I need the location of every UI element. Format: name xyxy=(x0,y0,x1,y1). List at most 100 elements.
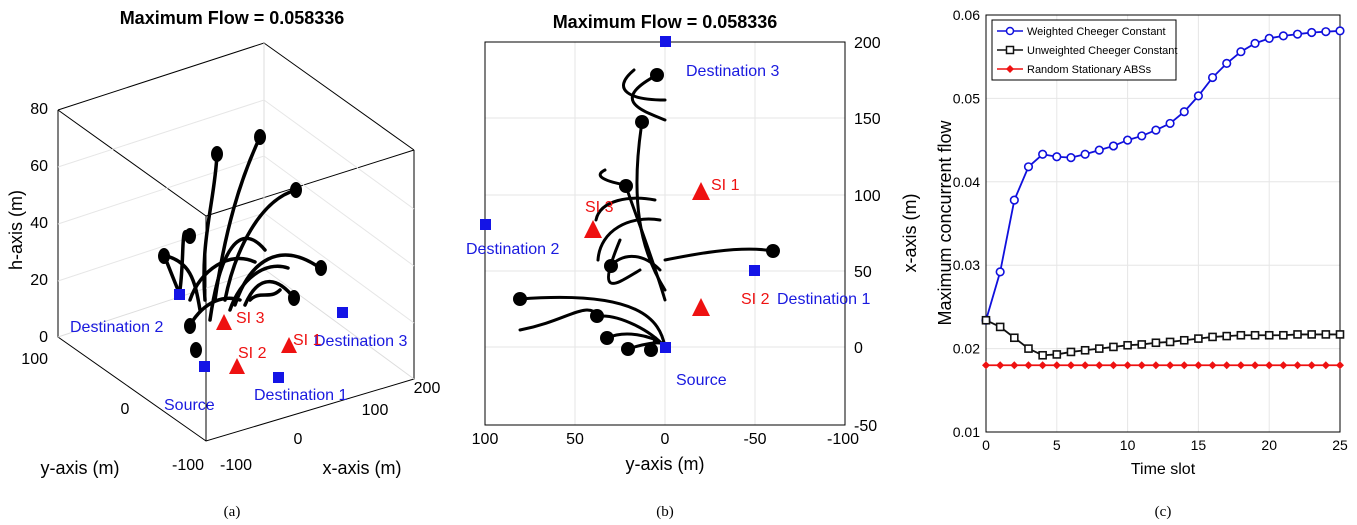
panel-c-y-label: Maximum concurrent flow xyxy=(935,119,955,325)
data-point xyxy=(1194,361,1203,370)
uav-marker xyxy=(650,68,664,82)
data-point xyxy=(1222,58,1232,68)
panel-b-source-label: Source xyxy=(676,372,727,389)
panel-a-destination-2-label: Destination 2 xyxy=(70,319,163,336)
data-point xyxy=(1264,330,1274,340)
destination-3-marker xyxy=(660,36,671,47)
uav-marker xyxy=(513,292,527,306)
panel-a-z-tick: 40 xyxy=(30,215,48,232)
uav-marker xyxy=(619,179,633,193)
panel-a-x-label: x-axis (m) xyxy=(323,458,402,478)
panel-b-x-tick: 50 xyxy=(566,431,584,448)
data-point xyxy=(1109,361,1118,370)
panel-a-y-tick: 0 xyxy=(121,401,130,418)
data-point xyxy=(1066,361,1075,370)
panel-b-y-tick: 200 xyxy=(854,35,881,52)
data-point xyxy=(1292,29,1303,39)
panel-b-x-tick: -50 xyxy=(743,431,766,448)
panel-a-z-tick: 80 xyxy=(30,101,48,118)
panel-c-legend: Weighted Cheeger Constant Unweighted Che… xyxy=(991,19,1177,81)
panel-b-y-label: x-axis (m) xyxy=(900,194,920,273)
panel-a-destination-3-label: Destination 3 xyxy=(314,333,407,350)
data-point xyxy=(1123,340,1132,350)
data-point xyxy=(995,267,1005,277)
panel-b-si-1-label: SI 1 xyxy=(711,177,740,194)
data-point xyxy=(1180,361,1189,370)
y-tick-label: 0.02 xyxy=(953,341,980,357)
uav-marker xyxy=(184,228,196,244)
panel-b-si-2-label: SI 2 xyxy=(741,291,770,308)
data-point xyxy=(1208,332,1217,342)
legend-marker-weighted xyxy=(1005,26,1015,36)
data-point xyxy=(1151,361,1160,370)
data-point xyxy=(1265,361,1274,370)
data-point xyxy=(1038,361,1047,370)
si-2-marker xyxy=(692,298,710,316)
data-point xyxy=(1264,33,1274,43)
uav-marker xyxy=(158,248,170,264)
panel-b-y-tick: 50 xyxy=(854,264,872,281)
data-point xyxy=(1236,47,1246,57)
data-point xyxy=(1222,331,1232,341)
panel-c-x-label: Time slot xyxy=(1131,461,1196,478)
uav-marker xyxy=(288,290,300,306)
panel-b-y-tick: 0 xyxy=(854,340,863,357)
y-tick-label: 0.01 xyxy=(953,424,980,440)
data-point xyxy=(982,361,990,370)
panel-a-y-label: y-axis (m) xyxy=(41,458,120,478)
uav-marker xyxy=(315,260,327,276)
data-point xyxy=(1052,152,1062,162)
panel-b-x-tick: -100 xyxy=(827,431,859,448)
uav-marker xyxy=(211,146,223,162)
data-point xyxy=(1137,131,1147,141)
y-tick-label: 0.05 xyxy=(953,90,980,106)
data-point xyxy=(1066,347,1076,357)
panel-c-ticks: 0.01 0.02 0.03 0.04 0.05 0.06 0 5 10 15 20 25 xyxy=(953,7,1348,453)
si-3-marker xyxy=(216,314,232,330)
data-point xyxy=(1166,361,1175,370)
data-point xyxy=(1024,361,1033,370)
panel-b-title: Maximum Flow = 0.058336 xyxy=(553,12,778,32)
destination-3-marker xyxy=(337,307,348,318)
panel-b-si-3-label: SI 3 xyxy=(585,199,614,216)
panel-a-source-label: Source xyxy=(164,397,215,414)
data-point xyxy=(1094,344,1104,353)
data-point xyxy=(1193,91,1203,101)
data-point xyxy=(1052,350,1062,359)
panel-a-si-2-label: SI 2 xyxy=(238,345,267,362)
data-point xyxy=(1307,330,1316,339)
data-point xyxy=(1023,162,1034,172)
x-tick-label: 10 xyxy=(1120,437,1136,453)
data-point xyxy=(1165,118,1175,129)
y-tick-label: 0.06 xyxy=(953,7,980,23)
panel-a-z-label: h-axis (m) xyxy=(6,190,26,270)
panel-a-z-tick: 60 xyxy=(30,158,48,175)
uav-marker xyxy=(621,342,635,356)
destination-1-marker xyxy=(749,265,760,276)
data-point xyxy=(1251,361,1260,370)
panel-b-y-tick: 100 xyxy=(854,188,881,205)
panel-b-uav-markers xyxy=(513,68,780,357)
panel-a-title: Maximum Flow = 0.058336 xyxy=(120,8,345,28)
panel-a-z-tick: 0 xyxy=(39,329,48,346)
source-marker xyxy=(199,361,210,372)
panel-a-destination-1-label: Destination 1 xyxy=(254,387,347,404)
x-tick-label: 25 xyxy=(1332,437,1348,453)
data-point xyxy=(1250,38,1260,48)
data-point xyxy=(1293,361,1302,370)
uav-marker xyxy=(635,115,649,129)
destination-2-marker xyxy=(174,289,185,300)
panel-a-x-tick: 100 xyxy=(362,402,389,419)
panel-b-destination-1-label: Destination 1 xyxy=(777,291,870,308)
data-point xyxy=(1038,350,1047,360)
panel-b-y-tick: -50 xyxy=(854,418,877,435)
data-point xyxy=(1080,149,1090,159)
data-point xyxy=(1009,195,1019,205)
data-point xyxy=(995,322,1005,332)
panel-a-trajectories xyxy=(160,135,322,327)
data-point xyxy=(1278,31,1288,41)
panel-a-z-tick: 20 xyxy=(30,272,48,289)
panel-c-plot-frame xyxy=(985,14,1341,433)
data-point xyxy=(1335,330,1345,339)
